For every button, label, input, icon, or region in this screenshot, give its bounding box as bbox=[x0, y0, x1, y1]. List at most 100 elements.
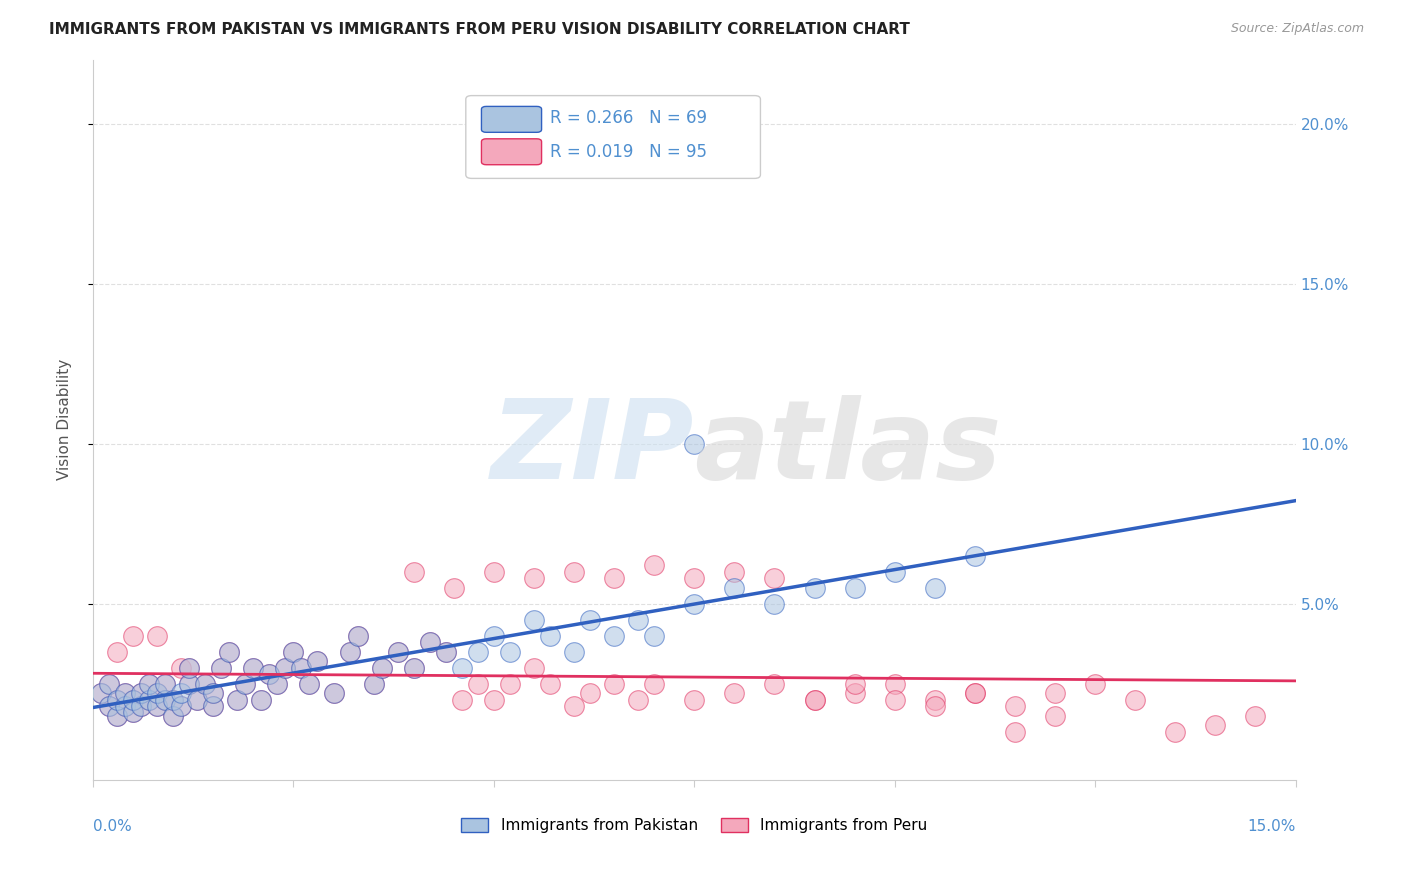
Point bbox=[250, 692, 273, 706]
Point bbox=[1244, 708, 1267, 723]
Point bbox=[114, 686, 136, 700]
Point bbox=[146, 699, 169, 714]
Point bbox=[202, 699, 225, 714]
Point bbox=[250, 692, 273, 706]
Point bbox=[883, 676, 905, 690]
Point bbox=[274, 660, 297, 674]
Point bbox=[683, 571, 706, 585]
Point bbox=[146, 629, 169, 643]
Text: 0.0%: 0.0% bbox=[93, 819, 132, 834]
Point bbox=[290, 660, 312, 674]
Point bbox=[179, 660, 201, 674]
Point bbox=[803, 692, 825, 706]
Point bbox=[138, 676, 160, 690]
Point bbox=[307, 654, 329, 668]
FancyBboxPatch shape bbox=[465, 95, 761, 178]
Point bbox=[339, 645, 361, 659]
Point bbox=[643, 629, 665, 643]
Point bbox=[883, 565, 905, 579]
Point bbox=[387, 645, 409, 659]
Text: Source: ZipAtlas.com: Source: ZipAtlas.com bbox=[1230, 22, 1364, 36]
Point bbox=[179, 676, 201, 690]
FancyBboxPatch shape bbox=[481, 106, 541, 132]
Point bbox=[129, 686, 152, 700]
Point bbox=[202, 686, 225, 700]
Point bbox=[129, 699, 152, 714]
Point bbox=[90, 686, 112, 700]
Point bbox=[146, 699, 169, 714]
Point bbox=[562, 565, 585, 579]
Point bbox=[298, 676, 321, 690]
Point bbox=[1004, 699, 1026, 714]
Point bbox=[122, 692, 145, 706]
Point bbox=[90, 686, 112, 700]
Point bbox=[179, 660, 201, 674]
Point bbox=[419, 635, 441, 649]
Point bbox=[538, 629, 561, 643]
Point bbox=[122, 629, 145, 643]
Point bbox=[523, 613, 546, 627]
Point bbox=[129, 686, 152, 700]
Point bbox=[467, 645, 489, 659]
Point bbox=[298, 676, 321, 690]
Point bbox=[283, 645, 305, 659]
Point bbox=[105, 708, 128, 723]
Point bbox=[523, 571, 546, 585]
Point bbox=[1084, 676, 1107, 690]
Point bbox=[482, 629, 505, 643]
Point bbox=[763, 676, 786, 690]
Point bbox=[162, 708, 184, 723]
Point bbox=[803, 581, 825, 595]
Point bbox=[1164, 724, 1187, 739]
Point bbox=[233, 676, 256, 690]
Point bbox=[259, 667, 281, 681]
Point bbox=[370, 660, 392, 674]
Point bbox=[170, 660, 193, 674]
Point bbox=[98, 699, 121, 714]
Point bbox=[363, 676, 385, 690]
Point bbox=[844, 581, 866, 595]
Point bbox=[146, 686, 169, 700]
Point bbox=[153, 692, 176, 706]
Point bbox=[162, 692, 184, 706]
Point bbox=[924, 581, 946, 595]
Point bbox=[153, 676, 176, 690]
Point bbox=[627, 613, 650, 627]
Text: R = 0.019   N = 95: R = 0.019 N = 95 bbox=[550, 143, 707, 161]
Point bbox=[603, 571, 626, 585]
Point bbox=[259, 667, 281, 681]
Point bbox=[122, 692, 145, 706]
Point bbox=[1004, 724, 1026, 739]
Point bbox=[307, 654, 329, 668]
Point bbox=[763, 571, 786, 585]
Point bbox=[114, 699, 136, 714]
Point bbox=[434, 645, 457, 659]
Point bbox=[274, 660, 297, 674]
Point bbox=[723, 565, 745, 579]
Point bbox=[482, 692, 505, 706]
Point bbox=[218, 645, 240, 659]
Point bbox=[562, 645, 585, 659]
Point bbox=[683, 692, 706, 706]
Point bbox=[266, 676, 288, 690]
Point bbox=[579, 686, 602, 700]
Point bbox=[209, 660, 232, 674]
Point bbox=[129, 699, 152, 714]
Point bbox=[209, 660, 232, 674]
Point bbox=[162, 692, 184, 706]
Point bbox=[114, 686, 136, 700]
Point bbox=[322, 686, 344, 700]
Point bbox=[194, 676, 217, 690]
Point bbox=[242, 660, 264, 674]
Point bbox=[434, 645, 457, 659]
Point bbox=[402, 660, 425, 674]
Point bbox=[499, 676, 522, 690]
Point bbox=[883, 692, 905, 706]
Text: R = 0.266   N = 69: R = 0.266 N = 69 bbox=[550, 109, 707, 127]
Point bbox=[363, 676, 385, 690]
Point bbox=[523, 660, 546, 674]
Point bbox=[122, 706, 145, 720]
FancyBboxPatch shape bbox=[481, 139, 541, 165]
Point bbox=[402, 660, 425, 674]
Point bbox=[98, 676, 121, 690]
